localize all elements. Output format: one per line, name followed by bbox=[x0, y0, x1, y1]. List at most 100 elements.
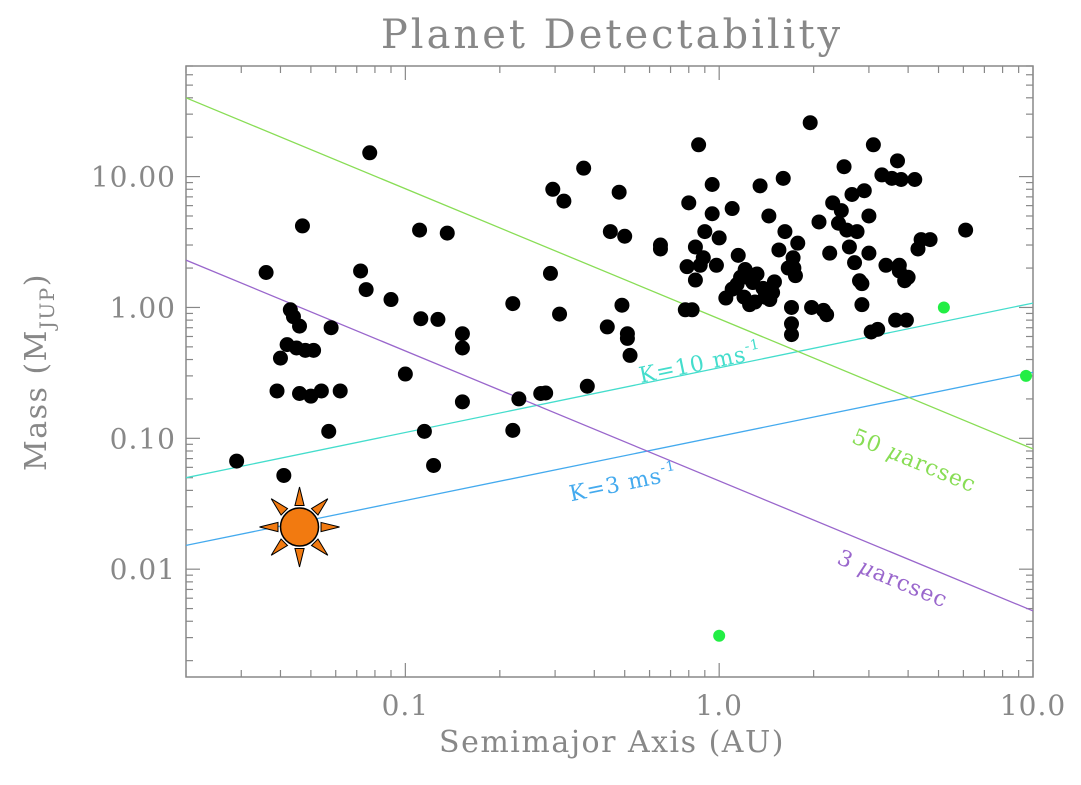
planet-point bbox=[505, 422, 521, 438]
planet-point bbox=[704, 206, 720, 222]
planet-point bbox=[538, 385, 554, 401]
planet-point bbox=[841, 239, 857, 255]
planet-point bbox=[552, 306, 568, 322]
planet-point bbox=[783, 316, 799, 332]
planet-point bbox=[611, 184, 627, 200]
planet-point bbox=[844, 186, 860, 202]
planet-point bbox=[856, 183, 872, 199]
planet-point bbox=[711, 230, 727, 246]
planet-point bbox=[505, 296, 521, 312]
planet-point bbox=[854, 276, 870, 292]
planet-point bbox=[412, 222, 428, 238]
planet-point bbox=[724, 201, 740, 217]
planet-point bbox=[454, 326, 470, 342]
axis-ticks bbox=[185, 65, 1034, 677]
detection-limit-labels: K=10 ms-1 K=3 ms-1 50 μarcsec 3 μarcsec bbox=[567, 336, 979, 613]
planet-point bbox=[865, 137, 881, 153]
y-axis-label-end: ) bbox=[19, 273, 54, 286]
y-axis-label-main: Mass (M bbox=[19, 329, 54, 471]
sun-icon bbox=[259, 486, 340, 568]
planet-point bbox=[783, 327, 799, 343]
planet-point bbox=[416, 423, 432, 439]
planet-point bbox=[766, 274, 782, 290]
planet-point bbox=[430, 311, 446, 327]
planet-point bbox=[861, 208, 877, 224]
planet-point bbox=[619, 330, 635, 346]
planet-point bbox=[836, 159, 852, 175]
planet-point bbox=[898, 312, 914, 328]
y-tick-label: 1.00 bbox=[110, 291, 176, 324]
x-tick-label: 0.1 bbox=[382, 689, 430, 722]
planet-point bbox=[599, 319, 615, 335]
planet-point bbox=[362, 145, 378, 161]
planet-point bbox=[878, 257, 894, 273]
sun-ray bbox=[310, 538, 329, 556]
planet-point bbox=[811, 214, 827, 230]
planet-point bbox=[787, 268, 803, 284]
chart-title: Planet Detectability bbox=[381, 12, 843, 58]
x-tick-label: 10.0 bbox=[1000, 689, 1066, 722]
planet-point bbox=[889, 153, 905, 169]
y-axis-label-sub: JUP bbox=[35, 286, 59, 331]
planet-point bbox=[761, 208, 777, 224]
planet-point bbox=[679, 259, 695, 275]
planet-point bbox=[681, 195, 697, 211]
planet-point bbox=[900, 269, 916, 285]
planet-point bbox=[602, 224, 618, 240]
planet-point bbox=[752, 178, 768, 194]
planet-point bbox=[272, 350, 288, 366]
planet-point bbox=[556, 193, 572, 209]
planet-point bbox=[783, 299, 799, 315]
x-axis-label: Semimajor Axis (AU) bbox=[439, 725, 785, 760]
y-tick-label: 0.01 bbox=[110, 553, 176, 586]
y-tick-label: 0.10 bbox=[110, 422, 176, 455]
detection-line-label: 50 μarcsec bbox=[848, 425, 979, 499]
planet-point bbox=[777, 224, 793, 240]
planet-point bbox=[294, 218, 310, 234]
planet-point bbox=[704, 177, 720, 193]
planet-point bbox=[313, 383, 329, 399]
planet-point bbox=[697, 224, 713, 240]
planet-point bbox=[454, 394, 470, 410]
planet-point bbox=[332, 383, 348, 399]
planet-point bbox=[269, 383, 285, 399]
planet-point bbox=[306, 342, 322, 358]
solar-system-planet-point bbox=[1020, 369, 1033, 382]
planet-point bbox=[614, 297, 630, 313]
sun-ray bbox=[294, 548, 305, 568]
planet-point bbox=[229, 453, 245, 469]
planet-point bbox=[292, 318, 308, 334]
sun-ray bbox=[294, 486, 305, 506]
planet-point bbox=[323, 320, 339, 336]
planet-point bbox=[545, 181, 561, 197]
planet-point bbox=[958, 222, 974, 238]
axis-tick-labels: 0.1 1.0 10.0 0.01 0.10 1.00 10.00 bbox=[91, 161, 1066, 722]
planet-point bbox=[687, 239, 703, 255]
planet-point bbox=[413, 311, 429, 327]
detection-line bbox=[186, 259, 1033, 612]
planet-point bbox=[426, 457, 442, 473]
solar-system-planet-point bbox=[713, 629, 726, 642]
planet-point bbox=[849, 224, 865, 240]
planet-point bbox=[353, 263, 369, 279]
detection-limit-lines bbox=[186, 97, 1033, 612]
planet-point bbox=[771, 242, 787, 258]
planet-point bbox=[576, 160, 592, 176]
planet-point bbox=[579, 378, 595, 394]
planet-point bbox=[383, 292, 399, 308]
planet-point bbox=[854, 297, 870, 313]
plot-frame bbox=[185, 65, 1034, 678]
sun-ray bbox=[259, 521, 279, 533]
planet-point bbox=[822, 245, 838, 261]
planet-point bbox=[847, 255, 863, 271]
planet-points bbox=[229, 115, 1033, 642]
planet-point bbox=[790, 235, 806, 251]
sun-disk bbox=[279, 507, 320, 547]
planet-point bbox=[907, 172, 923, 188]
detection-line-label: K=3 ms-1 bbox=[567, 458, 680, 507]
planet-point bbox=[730, 247, 746, 263]
planet-point bbox=[695, 250, 711, 266]
planet-point bbox=[292, 386, 308, 402]
detection-line bbox=[186, 97, 1033, 450]
sun-ray bbox=[270, 538, 289, 556]
